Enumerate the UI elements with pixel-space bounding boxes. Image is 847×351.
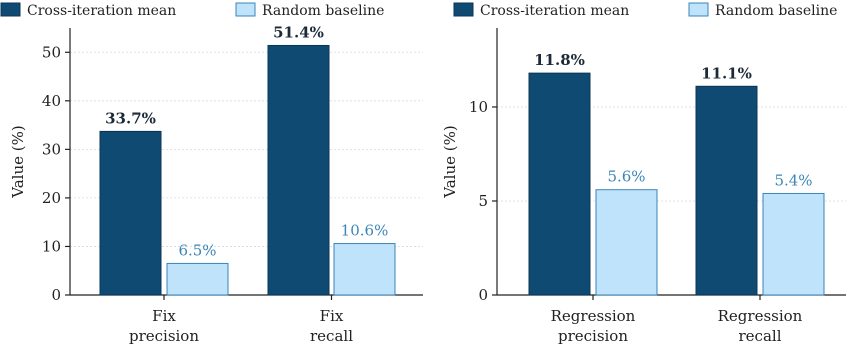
y-tick-label: 10 [469,98,488,116]
x-tick-label: Fix [320,307,344,325]
legend-label: Random baseline [262,3,384,19]
y-tick-label: 30 [42,140,61,158]
data-label: 33.7% [105,109,156,127]
legend-swatch [235,2,256,17]
bar-random-baseline [595,189,658,296]
y-tick-label: 40 [42,92,61,110]
x-tick-label: Regression [551,307,636,325]
legend: Cross-iteration mean Random baseline [0,2,384,19]
y-axis-label: Value (%) [441,125,459,198]
bar-cross-iteration-mean [528,72,591,296]
x-tick-label: Regression [718,307,803,325]
data-label: 10.6% [341,222,389,240]
bar-cross-iteration-mean [695,85,758,296]
bar-random-baseline [333,243,396,296]
legend-swatch [0,2,21,17]
bar-random-baseline [762,192,825,296]
bar-cross-iteration-mean [99,130,162,296]
x-tick-label: precision [129,327,199,345]
y-tick-label: 10 [42,237,61,255]
bar-cross-iteration-mean [267,44,330,296]
legend: Cross-iteration mean Random baseline [453,2,837,19]
data-label: 5.6% [607,168,645,186]
y-axis-label: Value (%) [9,125,27,198]
legend-label: Cross-iteration mean [480,3,629,19]
y-tick-label: 50 [42,43,61,61]
data-label: 5.4% [774,171,812,189]
legend-label: Random baseline [715,3,837,19]
chart-panel-2: 0 5 10 Value (%) 11.8% 5.6% Regression precisio… [441,2,846,345]
data-label: 11.1% [701,64,752,82]
x-tick-label: recall [310,327,353,345]
x-tick-label: Fix [152,307,176,325]
y-tick-label: 20 [42,189,61,207]
y-tick-label: 0 [478,286,488,304]
chart-panel-1: 0 10 20 30 40 50 Value (%) 33.7% 6.5% Fix precisio… [0,2,423,345]
data-label: 11.8% [534,51,585,69]
legend-swatch [688,2,709,17]
legend-label: Cross-iteration mean [27,3,176,19]
x-tick-label: precision [558,327,628,345]
x-tick-label: recall [739,327,782,345]
y-tick-label: 0 [51,286,61,304]
bar-random-baseline [166,262,229,296]
data-label: 51.4% [273,23,324,41]
y-tick-label: 5 [478,192,488,210]
data-label: 6.5% [178,241,216,259]
legend-swatch [453,2,474,17]
